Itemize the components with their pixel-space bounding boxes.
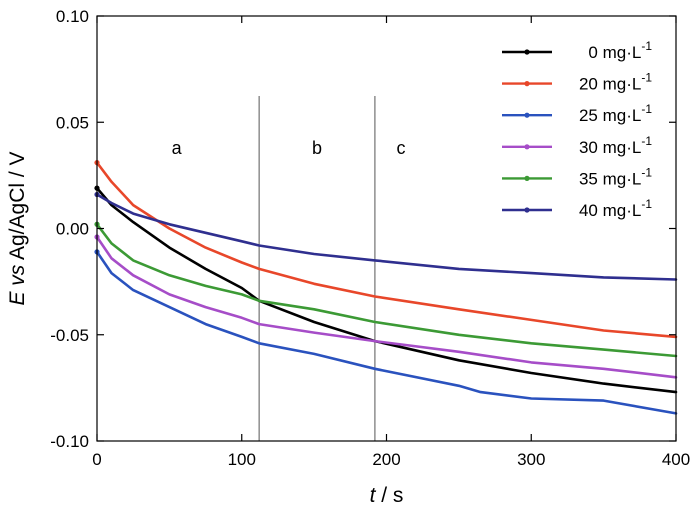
y-tick-label: 0.05 (56, 113, 89, 132)
region-labels: a b c (172, 138, 406, 158)
series-lines (94, 160, 678, 415)
y-axis-label-italic: E vs (6, 264, 29, 305)
legend-label-text: 0 mg·L (588, 43, 641, 62)
legend-label-superscript: -1 (641, 102, 652, 116)
y-axis-label: E vs Ag/AgCl / V (6, 151, 29, 305)
legend-label-6: 40 mg·L-1 (579, 197, 652, 220)
y-tick-label: 0.10 (56, 7, 89, 26)
series-line-6 (95, 193, 678, 281)
y-tick-label: 0.00 (56, 220, 89, 239)
x-axis-label-italic: t (370, 484, 377, 507)
series-line-5 (95, 223, 678, 358)
legend-label-text: 40 mg·L (579, 201, 641, 220)
legend-marker-2 (524, 81, 530, 87)
legend-label-2: 20 mg·L-1 (579, 71, 652, 94)
legend-label-text: 35 mg·L (579, 169, 641, 188)
legend-label-text: 25 mg·L (579, 106, 641, 125)
legend-label-1: 0 mg·L-1 (588, 39, 652, 62)
legend-marker-1 (524, 49, 530, 55)
y-axis-label-rest: Ag/AgCl / V (6, 151, 29, 264)
legend-label-4: 30 mg·L-1 (579, 134, 652, 157)
axis-ticks: 0 100 200 300 400 -0.10 -0.05 0.00 0.05 0.10 (50, 7, 690, 469)
x-tick-label: 0 (92, 450, 101, 469)
region-label-b: b (312, 138, 322, 158)
x-tick-label: 300 (517, 450, 545, 469)
legend-label-text: 20 mg·L (579, 75, 641, 94)
y-tick-label: -0.10 (50, 432, 89, 451)
legend-label-superscript: -1 (641, 165, 652, 179)
legend-label-3: 25 mg·L-1 (579, 102, 652, 125)
x-tick-label: 400 (662, 450, 690, 469)
series-line-2 (95, 161, 678, 339)
legend-marker-6 (524, 207, 530, 213)
legend-label-superscript: -1 (641, 39, 652, 53)
legend-marker-3 (524, 112, 530, 118)
legend-label-text: 30 mg·L (579, 138, 641, 157)
legend-label-superscript: -1 (641, 134, 652, 148)
region-label-c: c (396, 138, 405, 158)
x-tick-label: 200 (372, 450, 400, 469)
series-line-4 (95, 235, 678, 379)
legend-label-superscript: -1 (641, 71, 652, 85)
legend-marker-4 (524, 144, 530, 150)
series-line-3 (95, 250, 678, 415)
legend: 0 mg·L-120 mg·L-125 mg·L-130 mg·L-135 mg… (502, 39, 652, 220)
legend-label-5: 35 mg·L-1 (579, 165, 652, 188)
legend-marker-5 (524, 175, 530, 181)
axis-labels: t / s E vs Ag/AgCl / V (6, 151, 403, 507)
region-label-a: a (172, 138, 183, 158)
x-axis-label-rest: / s (375, 484, 403, 507)
y-tick-label: -0.05 (50, 326, 89, 345)
x-tick-label: 100 (228, 450, 256, 469)
legend-label-superscript: -1 (641, 197, 652, 211)
x-axis-label: t / s (370, 484, 404, 507)
